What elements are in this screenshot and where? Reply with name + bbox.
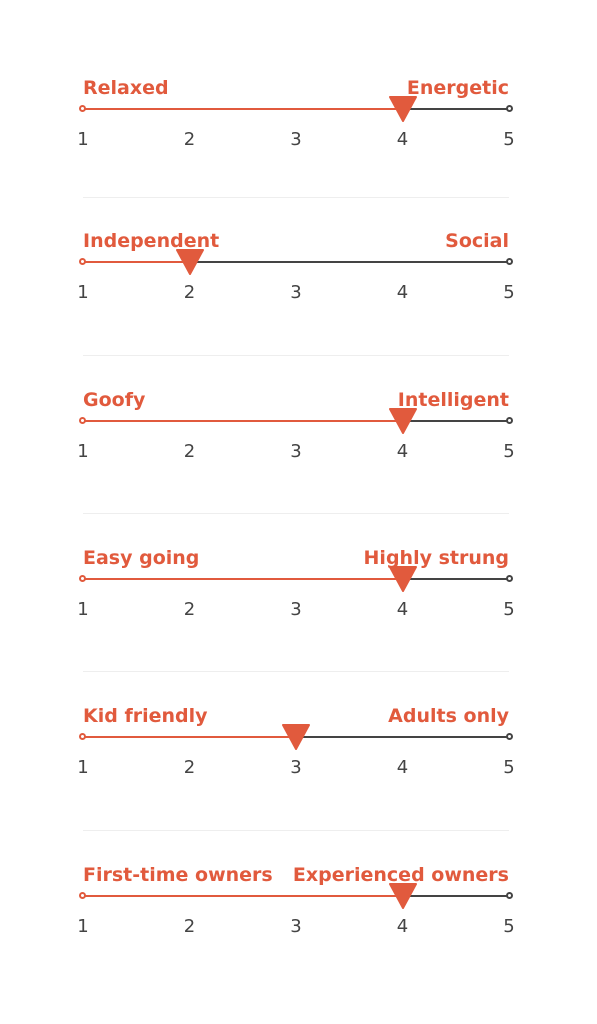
scale-tick-labels: 1 2 3 4 5 <box>77 598 514 622</box>
slider-marker-triangle-icon[interactable] <box>388 566 418 592</box>
trait-scale-relaxed-energetic: Relaxed Energetic 1 2 3 4 5 <box>77 74 514 194</box>
slider-track[interactable] <box>79 724 513 750</box>
tick-label: 1 <box>77 599 89 620</box>
scale-left-label: Relaxed <box>83 77 169 99</box>
slider-marker-triangle-icon[interactable] <box>175 249 205 275</box>
scale-tick-labels: 1 2 3 4 5 <box>77 128 514 152</box>
track-filled-line <box>83 736 296 738</box>
slider-track[interactable] <box>79 249 513 275</box>
section-divider <box>83 197 509 198</box>
track-end-dot <box>506 105 513 112</box>
scale-right-label: Energetic <box>406 77 509 99</box>
tick-label: 3 <box>290 757 302 778</box>
scale-right-label: Experienced owners <box>292 864 509 886</box>
track-start-dot <box>79 892 86 899</box>
tick-label: 4 <box>396 282 409 303</box>
slider-marker-triangle-icon[interactable] <box>388 408 418 434</box>
trait-scale-firsttime-experienced: First-time owners Experienced owners 1 2… <box>77 861 514 981</box>
track-end-dot <box>506 733 513 740</box>
tick-label: 1 <box>77 916 89 937</box>
tick-label: 5 <box>503 916 515 937</box>
scale-labels: Goofy Intelligent <box>83 386 509 414</box>
track-filled-line <box>83 420 403 422</box>
trait-scale-kidfriendly-adultsonly: Kid friendly Adults only 1 2 3 4 5 <box>77 702 514 822</box>
track-filled-line <box>83 261 190 263</box>
tick-label: 1 <box>77 282 89 303</box>
slider-track[interactable] <box>79 408 513 434</box>
scale-tick-labels: 1 2 3 4 5 <box>77 440 514 464</box>
scale-right-label: Adults only <box>388 705 509 727</box>
tick-label: 5 <box>503 599 515 620</box>
track-end-dot <box>506 417 513 424</box>
scale-left-label: Easy going <box>83 547 200 569</box>
track-start-dot <box>79 258 86 265</box>
track-end-dot <box>506 575 513 582</box>
tick-label: 5 <box>503 757 515 778</box>
scale-tick-labels: 1 2 3 4 5 <box>77 915 514 939</box>
tick-label: 5 <box>503 441 515 462</box>
track-start-dot <box>79 733 86 740</box>
tick-label: 5 <box>503 129 515 150</box>
tick-label: 4 <box>396 441 409 462</box>
slider-track[interactable] <box>79 566 513 592</box>
track-start-dot <box>79 105 86 112</box>
tick-label: 2 <box>183 441 196 462</box>
track-filled-line <box>83 895 403 897</box>
tick-label: 1 <box>77 757 89 778</box>
scale-right-label: Social <box>445 230 509 252</box>
scale-labels: Independent Social <box>83 227 509 255</box>
tick-label: 1 <box>77 441 89 462</box>
tick-label: 4 <box>396 757 409 778</box>
track-filled-line <box>83 578 403 580</box>
track-start-dot <box>79 417 86 424</box>
tick-label: 1 <box>77 129 89 150</box>
scale-labels: Kid friendly Adults only <box>83 702 509 730</box>
slider-marker-triangle-icon[interactable] <box>388 96 418 122</box>
track-filled-line <box>83 108 403 110</box>
scale-left-label: Goofy <box>83 389 146 411</box>
scale-left-label: Kid friendly <box>83 705 208 727</box>
track-start-dot <box>79 575 86 582</box>
track-end-dot <box>506 892 513 899</box>
slider-track[interactable] <box>79 883 513 909</box>
tick-label: 4 <box>396 916 409 937</box>
trait-scale-easygoing-highlystrung: Easy going Highly strung 1 2 3 4 5 <box>77 544 514 664</box>
tick-label: 4 <box>396 129 409 150</box>
track-end-dot <box>506 258 513 265</box>
tick-label: 2 <box>183 599 196 620</box>
slider-track[interactable] <box>79 96 513 122</box>
section-divider <box>83 830 509 831</box>
tick-label: 2 <box>183 282 196 303</box>
scale-left-label: First-time owners <box>83 864 273 886</box>
section-divider <box>83 355 509 356</box>
scale-labels: Relaxed Energetic <box>83 74 509 102</box>
tick-label: 3 <box>290 282 302 303</box>
scale-labels: Easy going Highly strung <box>83 544 509 572</box>
scale-right-label: Highly strung <box>363 547 509 569</box>
scale-right-label: Intelligent <box>397 389 509 411</box>
scale-left-label: Independent <box>83 230 220 252</box>
tick-label: 3 <box>290 129 302 150</box>
tick-label: 2 <box>183 129 196 150</box>
slider-marker-triangle-icon[interactable] <box>388 883 418 909</box>
track-base-line <box>83 261 509 263</box>
section-divider <box>83 671 509 672</box>
tick-label: 2 <box>183 757 196 778</box>
scale-tick-labels: 1 2 3 4 5 <box>77 281 514 305</box>
tick-label: 2 <box>183 916 196 937</box>
trait-scale-independent-social: Independent Social 1 2 3 4 5 <box>77 227 514 347</box>
tick-label: 5 <box>503 282 515 303</box>
scale-labels: First-time owners Experienced owners <box>83 861 509 889</box>
scale-tick-labels: 1 2 3 4 5 <box>77 756 514 780</box>
tick-label: 3 <box>290 441 302 462</box>
tick-label: 3 <box>290 599 302 620</box>
slider-marker-triangle-icon[interactable] <box>281 724 311 750</box>
tick-label: 4 <box>396 599 409 620</box>
section-divider <box>83 513 509 514</box>
tick-label: 3 <box>290 916 302 937</box>
trait-scale-goofy-intelligent: Goofy Intelligent 1 2 3 4 5 <box>77 386 514 506</box>
